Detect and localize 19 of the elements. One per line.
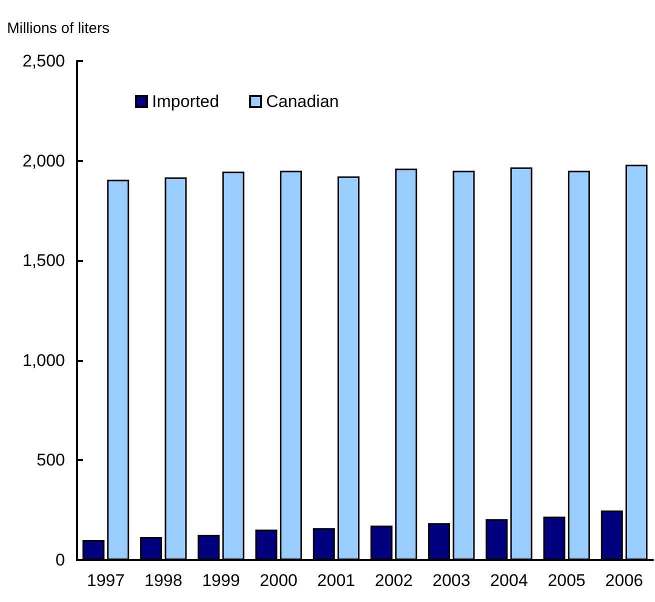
y-tick-label: 0: [56, 550, 65, 570]
x-tick-label: 2001: [317, 571, 356, 590]
x-tick-label: 2003: [432, 571, 470, 590]
x-tick-label: 1998: [144, 571, 182, 590]
y-tick-label: 2,500: [22, 52, 65, 70]
legend-label: Canadian: [266, 92, 339, 111]
y-tick-label: 2,000: [22, 151, 65, 170]
x-tick-label: 2002: [374, 571, 413, 590]
x-tick-label: 2004: [490, 571, 528, 590]
y-tick-label: 1,000: [22, 350, 65, 370]
x-tick-label: 2006: [605, 571, 644, 590]
y-tick-label: 1,500: [22, 251, 65, 270]
y-axis-title: Millions of liters: [7, 20, 110, 37]
legend-label: Imported: [152, 92, 220, 111]
x-tick-label: 1999: [202, 571, 240, 590]
x-tick-label: 1997: [86, 571, 125, 590]
x-tick-label: 2005: [548, 571, 586, 590]
x-tick-label: 2000: [260, 571, 298, 590]
y-tick-label: 500: [36, 450, 65, 470]
